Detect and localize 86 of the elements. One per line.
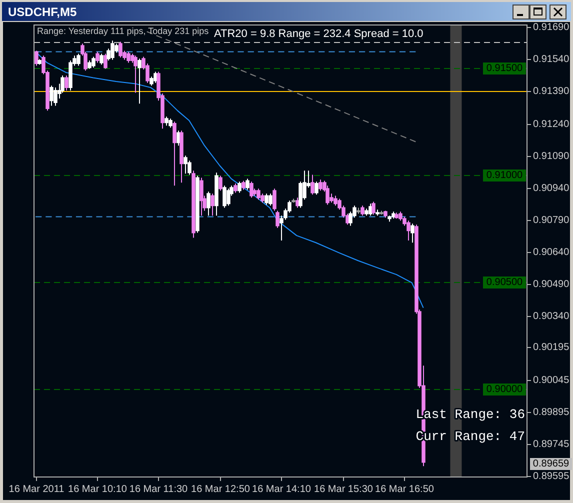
x-tick-label: 16 Mar 10:10 <box>68 484 128 495</box>
candlestick <box>410 223 414 244</box>
candlestick <box>276 210 280 228</box>
candlestick <box>118 41 122 58</box>
y-tick-label: 0.89595 <box>533 471 570 482</box>
ref-line-label: 0.90500 <box>486 277 524 288</box>
candlestick <box>214 172 218 216</box>
candlestick <box>38 58 42 66</box>
candlestick <box>314 181 318 196</box>
candlestick <box>398 211 402 222</box>
candlestick <box>218 175 222 192</box>
candlestick <box>184 155 188 174</box>
y-tick-label: 0.91390 <box>533 86 570 97</box>
candlestick <box>380 210 384 216</box>
x-tick-label: 16 Mar 12:50 <box>191 484 250 495</box>
y-tick-label: 0.90490 <box>533 279 570 290</box>
candlestick <box>180 130 184 184</box>
candlestick <box>50 85 54 106</box>
candlestick <box>272 188 276 212</box>
candlestick <box>292 198 296 204</box>
candlestick <box>168 118 172 128</box>
candlestick <box>242 180 246 190</box>
candlestick <box>164 116 168 126</box>
candlestick <box>196 175 200 234</box>
ref-line-label: 0.91000 <box>486 170 524 181</box>
y-tick-label: 0.90195 <box>533 342 570 353</box>
candlestick <box>92 56 96 68</box>
y-tick-label: 0.89745 <box>533 439 570 450</box>
annotation: ATR20 = 9.8 Range = 232.4 Spread = 10.0 <box>214 28 424 40</box>
y-tick-label: 0.91540 <box>533 54 570 65</box>
x-tick-label: 16 Mar 2011 <box>8 484 65 495</box>
x-tick-label: 16 Mar 11:30 <box>129 484 188 495</box>
y-tick-label: 0.90340 <box>533 311 570 322</box>
candlestick <box>250 181 254 198</box>
candlestick <box>76 53 80 66</box>
candlestick <box>192 170 196 238</box>
y-tick-label: 0.90940 <box>533 183 570 194</box>
y-tick-label: 0.91090 <box>533 151 570 162</box>
candlestick <box>200 177 204 216</box>
candlestick <box>172 121 176 186</box>
ref-line-label: 0.91500 <box>486 63 524 74</box>
candlestick <box>110 40 114 60</box>
y-tick-label: 0.91240 <box>533 119 570 130</box>
candlestick <box>376 209 380 216</box>
candlestick <box>334 195 338 206</box>
candlestick <box>96 51 100 64</box>
y-tick-label: 0.89895 <box>533 407 570 418</box>
candlestick <box>226 188 230 206</box>
text: 0.89659 <box>532 458 570 470</box>
candlestick <box>264 193 268 206</box>
y-tick-label: 0.90640 <box>533 247 570 258</box>
candlestick <box>392 211 396 220</box>
candlestick <box>126 51 130 64</box>
y-tick-label: 0.90790 <box>533 215 570 226</box>
candlestick <box>238 181 242 194</box>
chart-title: USDCHF,M5 <box>8 5 77 19</box>
candlestick <box>384 210 388 218</box>
candlestick <box>234 183 238 194</box>
candlestick <box>54 87 58 106</box>
ref-line-label: 0.90000 <box>486 384 524 395</box>
candlestick <box>394 212 398 220</box>
x-tick-label: 16 Mar 16:50 <box>375 484 434 495</box>
x-tick-label: 16 Mar 14:10 <box>252 484 312 495</box>
x-tick-label: 16 Mar 15:30 <box>314 484 374 495</box>
candlestick <box>256 188 260 200</box>
candlestick <box>222 185 226 208</box>
candlestick <box>356 207 360 214</box>
candlestick <box>88 60 92 70</box>
candlestick <box>388 215 392 222</box>
candlestick <box>210 193 214 216</box>
candlestick <box>134 55 138 94</box>
candlestick <box>310 174 314 196</box>
candlestick <box>206 191 210 216</box>
candlestick <box>360 205 364 216</box>
candlestick <box>64 75 68 92</box>
candlestick <box>268 193 272 206</box>
candlestick <box>100 53 104 66</box>
candlestick <box>246 178 250 190</box>
annotation: Range: Yesterday 111 pips, Today 231 pips <box>37 26 210 36</box>
y-tick-label: 0.90045 <box>533 375 570 386</box>
candlestick <box>406 220 410 242</box>
y-tick-label: 0.91690 <box>533 22 570 33</box>
candlestick <box>318 179 322 192</box>
candlestick <box>138 58 142 104</box>
candlestick <box>372 201 376 216</box>
candlestick <box>104 53 108 70</box>
